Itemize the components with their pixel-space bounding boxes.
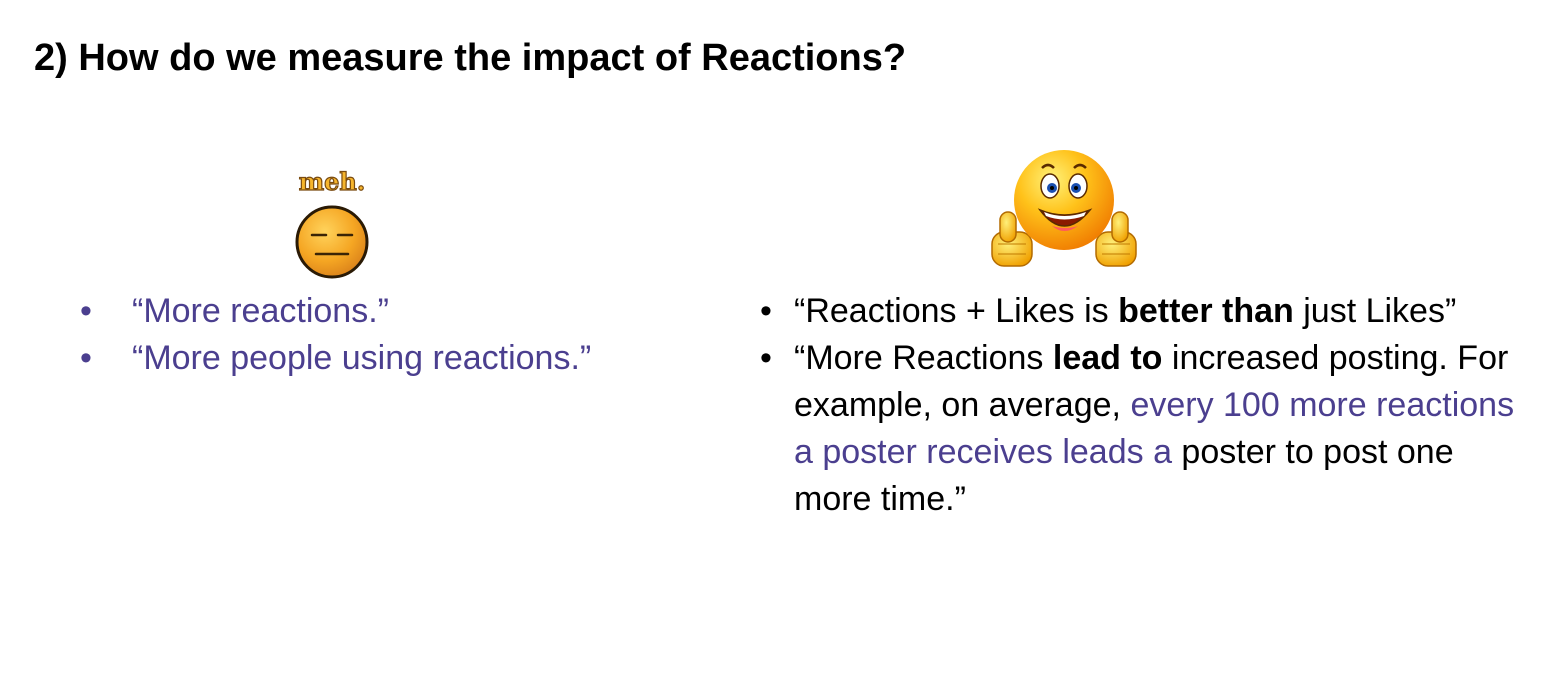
meh-caption: meh.	[299, 167, 365, 196]
bullet-icon: •	[80, 339, 92, 377]
list-item: • “More reactions.”	[80, 288, 700, 335]
slide-title: 2) How do we measure the impact of React…	[34, 37, 907, 79]
list-item: • “Reactions + Likes is better than just…	[760, 288, 1520, 335]
bullet-text-part: just Likes”	[1293, 292, 1457, 330]
list-item: • “More Reactions lead to increased post…	[760, 335, 1520, 523]
bullet-text-part: poster to post one more time.”	[794, 433, 1454, 518]
bullet-text-part: “Reactions + Likes is	[794, 292, 1119, 330]
right-bullet-list: • “Reactions + Likes is better than just…	[760, 288, 1520, 523]
list-item: • “More people using reactions.”	[80, 335, 700, 382]
bullet-text-emphasis: lead to	[1052, 339, 1163, 377]
bullet-text-part: “More Reactions	[794, 339, 1053, 377]
right-thumb-icon	[1095, 211, 1137, 267]
left-thumb-icon	[991, 211, 1033, 267]
bullet-text: “More reactions.”	[132, 292, 389, 330]
bullet-icon: •	[80, 292, 92, 330]
left-bullet-list: • “More reactions.” • “More people using…	[80, 288, 700, 382]
thumbs-up-smiley-icon	[986, 146, 1142, 274]
bullet-text-highlight: every 100 more reactions a poster receiv…	[794, 386, 1515, 471]
bullet-text-emphasis: better than	[1118, 292, 1294, 330]
bullet-icon: •	[760, 292, 772, 330]
bullet-text-part: increased posting. For example, on avera…	[794, 339, 1509, 424]
meh-emoji-icon: meh.	[280, 164, 384, 280]
bullet-text: “More people using reactions.”	[132, 339, 592, 377]
bullet-icon: •	[760, 339, 772, 377]
